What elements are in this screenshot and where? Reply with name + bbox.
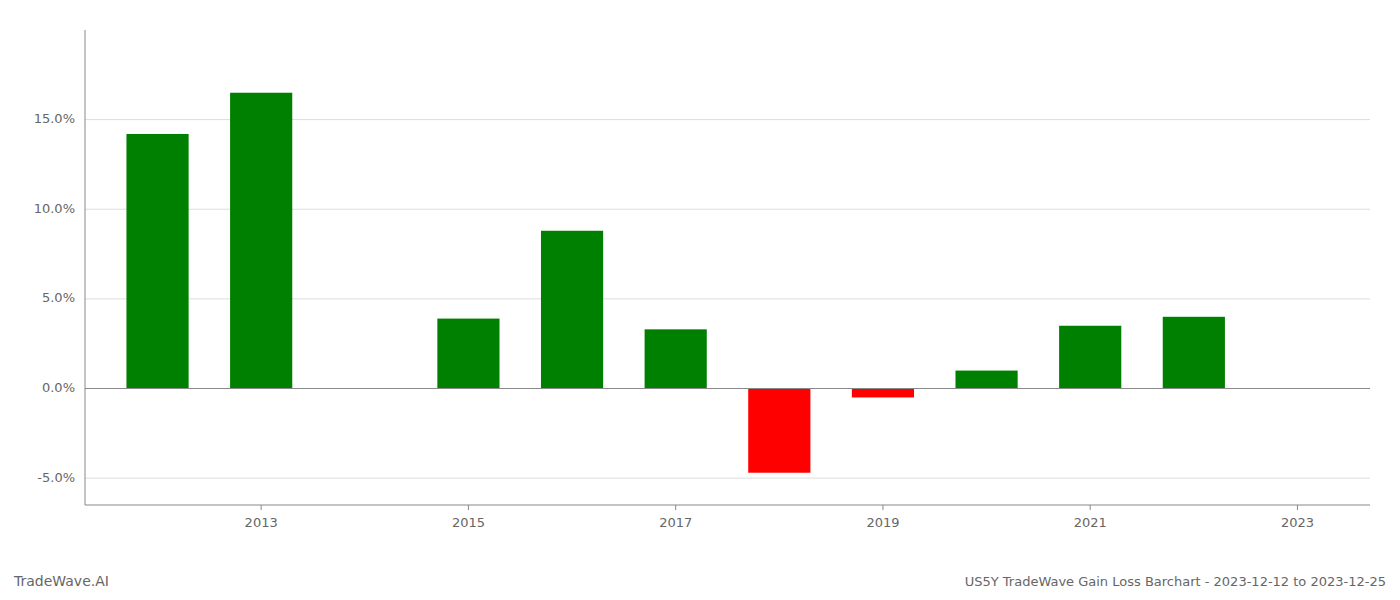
x-tick-label: 2013 [245, 515, 278, 530]
y-axis-line [85, 30, 86, 505]
x-tick [1090, 505, 1091, 510]
y-tick-label: 10.0% [34, 201, 75, 216]
x-tick [882, 505, 883, 510]
chart: -5.0% 0.0% 5.0% 10.0% 15.0% 2013 2015 2017 2019 2… [0, 0, 1400, 600]
bar [541, 231, 603, 389]
y-tick-label: 0.0% [42, 380, 75, 395]
x-tick-label: 2017 [659, 515, 692, 530]
bar [852, 388, 914, 397]
x-axis-line [85, 505, 1370, 506]
bar [645, 329, 707, 388]
bar [1163, 317, 1225, 389]
grid-line [85, 388, 1370, 389]
bar [126, 134, 188, 389]
baseline [85, 388, 1370, 389]
bar [955, 371, 1017, 389]
x-tick [468, 505, 469, 510]
x-tick-label: 2019 [866, 515, 899, 530]
x-tick-label: 2021 [1074, 515, 1107, 530]
x-tick-label: 2015 [452, 515, 485, 530]
x-tick [1297, 505, 1298, 510]
y-tick-label: -5.0% [37, 470, 75, 485]
x-tick [675, 505, 676, 510]
title: US5Y TradeWave Gain Loss Barchart - 2023… [965, 574, 1386, 589]
y-tick-label: 15.0% [34, 111, 75, 126]
watermark: TradeWave.AI [13, 573, 109, 589]
x-tick [261, 505, 262, 510]
grid-line [85, 478, 1370, 479]
x-tick-label: 2023 [1281, 515, 1314, 530]
bar [748, 388, 810, 472]
bar [230, 93, 292, 389]
y-tick-label: 5.0% [42, 290, 75, 305]
bar [437, 319, 499, 389]
bar [1059, 326, 1121, 389]
bars [126, 93, 1224, 473]
